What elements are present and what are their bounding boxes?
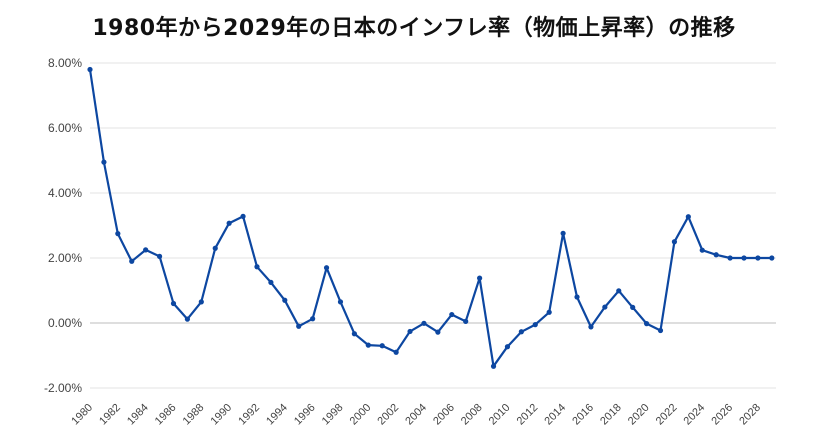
data-point [143, 247, 149, 253]
data-point [282, 297, 288, 303]
data-point [560, 230, 566, 236]
data-point [588, 324, 594, 330]
data-point [379, 343, 385, 349]
data-point [435, 329, 441, 335]
y-tick-label: 4.00% [48, 186, 82, 200]
data-point [657, 327, 664, 334]
y-tick-label: 2.00% [48, 251, 82, 265]
data-point [532, 322, 538, 328]
data-point [546, 309, 552, 315]
x-tick-label: 1982 [97, 402, 123, 428]
data-point [310, 316, 316, 322]
data-point [616, 288, 622, 294]
data-point [643, 321, 650, 327]
x-tick-label: 1998 [320, 402, 346, 428]
data-point [212, 245, 218, 251]
x-tick-label: 1994 [264, 402, 290, 428]
data-point [226, 220, 232, 226]
data-point [685, 214, 691, 220]
data-point [407, 328, 413, 335]
data-point [490, 363, 497, 369]
data-point [115, 231, 121, 237]
data-point [268, 279, 274, 285]
data-point [574, 294, 580, 300]
x-tick-label: 1984 [125, 402, 151, 428]
data-point [87, 66, 93, 73]
x-tick-label: 1986 [153, 402, 179, 428]
y-tick-label: 0.00% [48, 316, 82, 330]
x-tick-label: 2022 [654, 402, 680, 428]
data-point [699, 247, 705, 253]
data-point [184, 316, 191, 322]
data-point [449, 311, 455, 318]
data-point [602, 304, 608, 310]
x-tick-label: 2004 [403, 402, 429, 428]
x-tick-label: 1990 [208, 402, 234, 428]
data-point [156, 253, 163, 259]
data-point [323, 265, 330, 271]
x-tick-label: 2002 [375, 402, 401, 428]
x-tick-label: 2000 [348, 402, 374, 428]
data-point [463, 318, 469, 324]
x-tick-label: 2028 [737, 402, 763, 428]
x-tick-label: 2020 [626, 402, 652, 428]
data-point [769, 255, 775, 261]
data-point [170, 300, 177, 307]
data-point [713, 252, 719, 258]
x-tick-label: 2026 [709, 402, 735, 428]
data-point [129, 258, 135, 264]
data-point [240, 213, 246, 219]
data-point [296, 323, 302, 329]
x-tick-label: 2016 [570, 402, 596, 428]
x-tick-label: 2014 [542, 402, 568, 428]
data-point [630, 304, 636, 310]
y-tick-label: 6.00% [48, 121, 82, 135]
x-tick-label: 2018 [598, 402, 624, 428]
y-tick-label: -2.00% [44, 381, 82, 395]
x-tick-label: 2012 [515, 402, 541, 428]
data-point [393, 349, 399, 355]
x-tick-label: 1996 [292, 402, 318, 428]
data-point [365, 342, 371, 348]
data-point [421, 320, 427, 326]
data-point [254, 264, 260, 270]
x-tick-label: 1980 [69, 402, 95, 428]
data-point [101, 159, 107, 165]
data-point [351, 331, 357, 337]
x-tick-label: 2024 [682, 402, 708, 428]
data-point [337, 299, 344, 305]
data-point [755, 255, 761, 261]
x-tick-label: 2006 [431, 402, 457, 428]
data-point [198, 299, 204, 305]
x-tick-label: 1988 [181, 402, 207, 428]
chart-title: 1980年から2029年の日本のインフレ率（物価上昇率）の推移 [92, 16, 736, 41]
y-tick-label: 8.00% [48, 56, 82, 70]
series-line [88, 69, 772, 368]
x-tick-label: 2010 [487, 402, 513, 428]
data-point [741, 255, 747, 261]
data-point [518, 329, 524, 335]
x-tick-label: 1992 [236, 402, 262, 428]
data-point [727, 255, 733, 261]
data-point [671, 239, 678, 245]
x-tick-label: 2008 [459, 402, 485, 428]
data-point [504, 344, 511, 350]
data-point [477, 275, 483, 281]
